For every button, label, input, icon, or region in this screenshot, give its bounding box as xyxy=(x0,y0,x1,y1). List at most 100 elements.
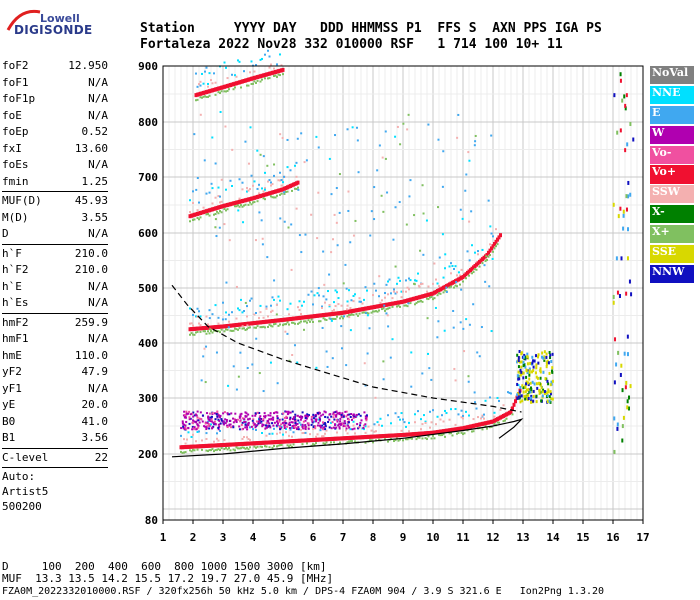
trace-point xyxy=(300,251,303,254)
trace-point xyxy=(348,314,350,317)
trace-point xyxy=(205,345,208,348)
trace-point xyxy=(327,420,330,423)
trace-point xyxy=(467,380,470,383)
trace-point xyxy=(285,415,288,418)
trace-point xyxy=(210,423,212,426)
trace-point xyxy=(491,244,495,249)
trace-point xyxy=(229,423,232,426)
trace-point xyxy=(493,415,496,418)
trace-point xyxy=(211,427,214,430)
trace-point xyxy=(219,201,221,204)
parameter-row: foF1p N/A xyxy=(2,91,108,108)
trace-point xyxy=(219,111,222,114)
trace-point xyxy=(626,256,629,261)
trace-point xyxy=(328,304,331,307)
trace-point xyxy=(375,289,377,292)
trace-point xyxy=(213,213,215,216)
trace-point xyxy=(378,438,380,441)
trace-point xyxy=(303,300,305,303)
trace-point xyxy=(505,417,508,420)
parameter-row: h`F 210.0 xyxy=(2,246,108,263)
trace-point xyxy=(344,263,347,266)
trace-point xyxy=(309,433,311,436)
trace-point xyxy=(456,432,458,435)
trace-point xyxy=(205,425,208,428)
parameter-name: fxI xyxy=(2,141,22,155)
trace-point xyxy=(208,94,211,97)
trace-point xyxy=(187,427,190,430)
trace-point xyxy=(332,238,335,241)
trace-point xyxy=(241,417,244,420)
trace-point xyxy=(270,195,272,198)
legend-item-x: X- xyxy=(650,205,694,224)
trace-point xyxy=(527,383,530,387)
trace-point xyxy=(617,214,620,219)
trace-point xyxy=(229,419,232,422)
trace-point xyxy=(427,285,430,288)
trace-point xyxy=(216,448,218,451)
trace-point xyxy=(528,367,531,371)
trace-point xyxy=(411,437,413,440)
trace-point xyxy=(387,280,389,283)
trace-point xyxy=(279,444,281,447)
trace-point xyxy=(336,412,339,415)
trace-point xyxy=(214,218,217,221)
trace-point xyxy=(465,318,468,321)
trace-point xyxy=(247,203,250,206)
trace-point xyxy=(329,317,332,320)
trace-point xyxy=(345,415,348,418)
trace-point xyxy=(199,411,202,414)
trace-point xyxy=(629,122,632,127)
trace-point xyxy=(268,66,271,69)
trace-point xyxy=(284,410,287,413)
parameter-value: 12.950 xyxy=(68,59,108,72)
legend-item-e: E xyxy=(650,105,694,124)
trace-point xyxy=(496,237,499,242)
trace-point xyxy=(256,200,259,203)
trace-point xyxy=(253,201,256,204)
trace-point xyxy=(415,302,418,305)
trace-point xyxy=(272,424,275,427)
trace-point xyxy=(545,355,548,359)
trace-point xyxy=(270,417,273,420)
trace-point xyxy=(222,420,225,423)
trace-point xyxy=(616,290,619,295)
trace-point xyxy=(284,416,287,419)
trace-point xyxy=(290,268,293,271)
trace-point xyxy=(190,435,193,438)
trace-point xyxy=(485,255,488,258)
trace-point xyxy=(247,326,250,329)
trace-point xyxy=(286,321,289,324)
trace-point xyxy=(387,440,389,443)
trace-point xyxy=(223,439,226,442)
trace-point xyxy=(322,250,325,253)
trace-point xyxy=(249,426,251,429)
trace-point xyxy=(214,449,217,452)
trace-point xyxy=(415,279,418,282)
parameter-value: 210.0 xyxy=(74,263,108,276)
trace-point xyxy=(301,443,304,446)
trace-point xyxy=(237,307,239,310)
trace-point xyxy=(424,437,427,440)
trace-point xyxy=(363,424,366,427)
trace-point xyxy=(318,294,320,297)
trace-point xyxy=(245,415,248,418)
parameter-value: N/A xyxy=(88,296,108,309)
trace-point xyxy=(516,382,519,386)
trace-point xyxy=(499,233,502,238)
trace-point xyxy=(259,445,262,448)
trace-point xyxy=(300,304,303,307)
trace-point xyxy=(223,223,226,226)
trace-point xyxy=(232,417,235,420)
trace-point xyxy=(528,373,531,377)
trace-point xyxy=(352,294,355,297)
trace-point xyxy=(459,274,461,277)
trace-point xyxy=(324,301,326,304)
trace-point xyxy=(517,384,520,387)
trace-point xyxy=(624,385,627,390)
trace-point xyxy=(358,297,361,300)
trace-point xyxy=(322,413,325,416)
trace-point xyxy=(300,423,302,426)
trace-point xyxy=(489,426,491,429)
trace-point xyxy=(335,410,338,413)
